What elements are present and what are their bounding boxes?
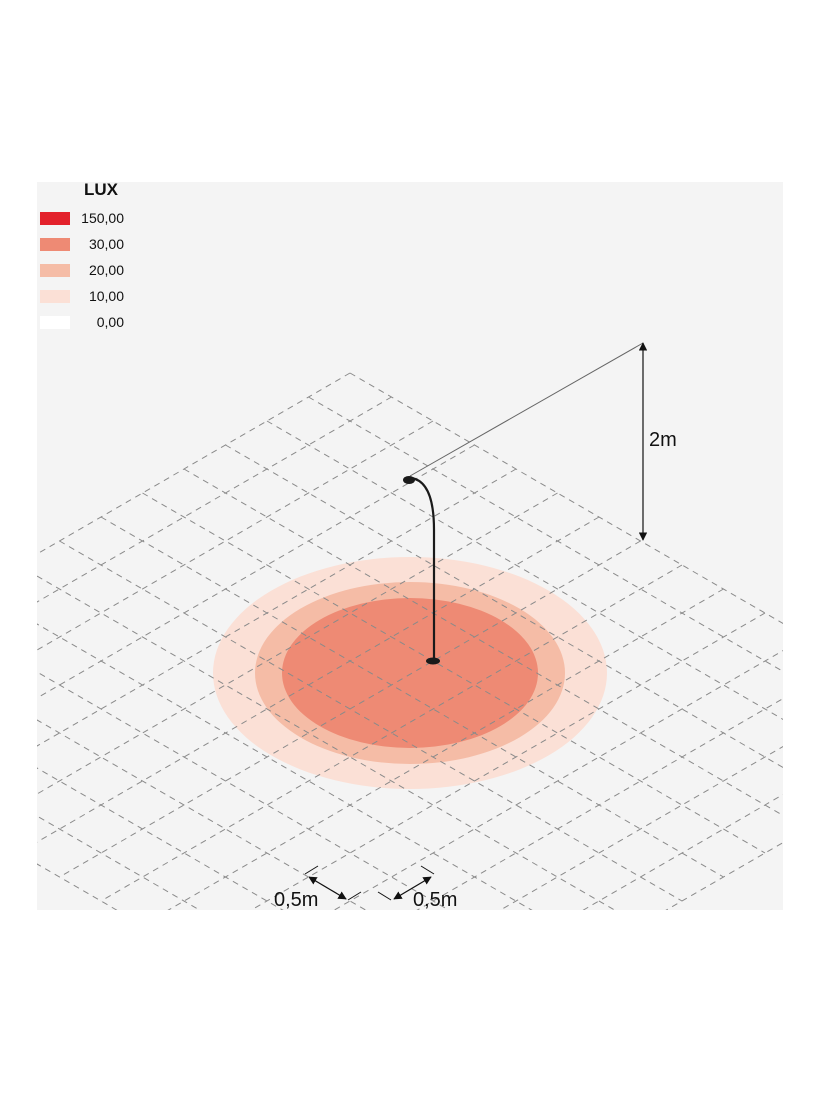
grid-dimension-left: 0,5m	[274, 865, 362, 911]
height-dimension: 2m	[409, 342, 677, 541]
grid-line	[100, 516, 724, 878]
grid-line	[37, 492, 558, 795]
legend-title: LUX	[84, 180, 118, 199]
floor-grid	[37, 372, 783, 910]
legend-swatch-0	[40, 316, 70, 329]
grid-line	[333, 650, 783, 910]
legend-item-0: 0,00	[40, 314, 140, 330]
legend-value-150: 150,00	[81, 210, 124, 226]
grid-x-label: 0,5m	[274, 889, 318, 911]
grid-line	[142, 492, 766, 854]
legend-swatch-10	[40, 290, 70, 303]
grid-line	[37, 575, 616, 910]
legend-item-30: 30,00	[40, 236, 140, 252]
grid-line	[250, 612, 766, 910]
luminaire-fixture	[403, 476, 440, 665]
legend-item-10: 10,00	[40, 288, 140, 304]
grid-line	[499, 746, 783, 910]
legend-value-20: 20,00	[88, 262, 124, 278]
legend-item-150: 150,00	[40, 210, 140, 226]
legend-swatch-20	[40, 264, 70, 277]
grid-dimension-right: 0,5m	[377, 865, 457, 911]
legend-value-30: 30,00	[88, 236, 124, 252]
legend-swatch-30	[40, 238, 70, 251]
legend-value-0: 0,00	[96, 314, 124, 330]
grid-y-label: 0,5m	[413, 889, 457, 911]
legend-item-20: 20,00	[40, 262, 140, 278]
grid-line	[183, 468, 783, 816]
grid-line	[37, 623, 533, 910]
legend-swatch-150	[40, 212, 70, 225]
height-label: 2m	[649, 429, 677, 451]
grid-line	[59, 540, 683, 902]
grid-line	[225, 444, 783, 768]
grid-line	[37, 420, 434, 651]
zone-30-lux	[282, 598, 538, 748]
legend-value-10: 10,00	[88, 288, 124, 304]
grid-line	[100, 564, 683, 902]
